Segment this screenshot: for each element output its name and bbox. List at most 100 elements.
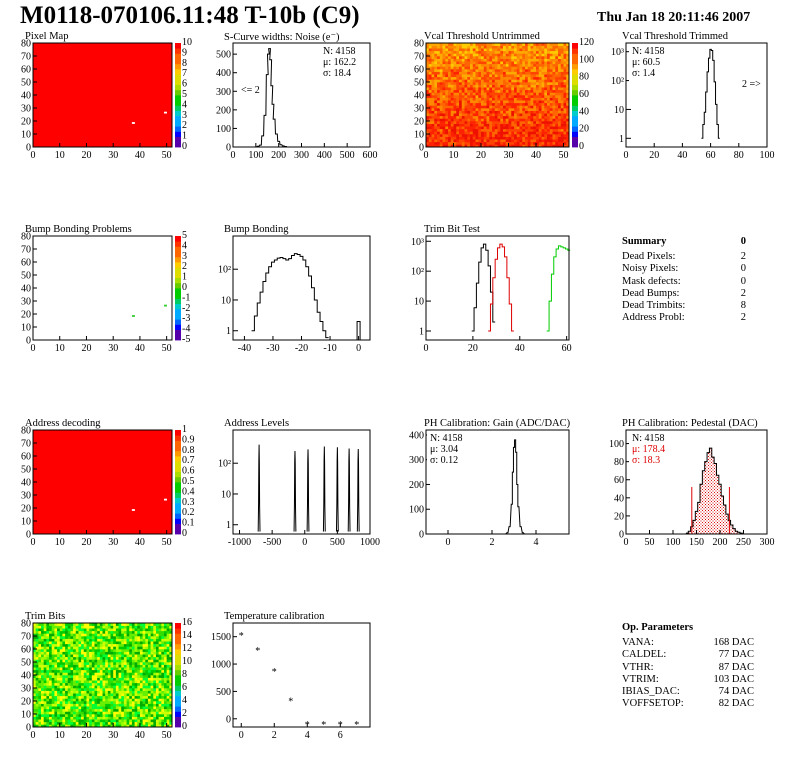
heatmap-cell: [158, 638, 162, 642]
heatmap-cell: [110, 630, 114, 634]
heatmap-cell: [86, 701, 90, 704]
heatmap-cell: [527, 115, 531, 119]
heatmap-cell: [492, 113, 496, 117]
heatmap-cell: [86, 675, 90, 678]
heatmap-cell: [73, 669, 77, 673]
heatmap-cell: [97, 649, 101, 652]
trim-series: [546, 245, 571, 332]
heatmap-cell: [478, 84, 482, 88]
heatmap-cell: [525, 66, 529, 70]
heatmap-cell: [94, 724, 98, 728]
heatmap-cell: [486, 136, 490, 140]
heatmap-cell: [428, 82, 432, 85]
heatmap-cell: [81, 695, 85, 699]
heatmap-cell: [70, 724, 74, 728]
heatmap-cell: [514, 61, 518, 65]
heatmap-cell: [538, 136, 542, 140]
heatmap-cell: [57, 643, 61, 647]
heatmap-cell: [113, 654, 117, 658]
heatmap-cell: [547, 89, 551, 93]
heatmap-cell: [78, 693, 82, 697]
heatmap-cell: [508, 43, 512, 46]
heatmap-cell: [492, 92, 496, 96]
heatmap-cell: [519, 92, 523, 96]
heatmap-cell: [91, 706, 95, 710]
heatmap-cell: [118, 682, 122, 686]
heatmap-cell: [516, 115, 520, 119]
heatmap-cell: [97, 695, 101, 699]
heatmap-cell: [110, 646, 114, 650]
heatmap-cell: [51, 706, 55, 710]
heatmap-cell: [33, 714, 36, 717]
heatmap-cell: [470, 113, 474, 117]
y-tick-label: 10²: [218, 265, 231, 276]
heatmap-cell: [150, 667, 154, 671]
heatmap-cell: [113, 656, 117, 660]
heatmap-cell: [163, 716, 167, 720]
heatmap-cell: [89, 706, 93, 710]
heatmap-cell: [153, 675, 157, 678]
pedestal-bar: [735, 531, 738, 534]
x-tick-label: 0: [446, 537, 451, 548]
heatmap-cell: [503, 66, 507, 70]
heatmap-cell: [169, 708, 173, 712]
palette-label: -4: [182, 324, 190, 335]
heatmap-cell: [139, 675, 143, 678]
heatmap-cell: [155, 669, 159, 673]
heatmap-cell: [150, 633, 154, 637]
heatmap-cell: [97, 675, 101, 678]
heatmap-cell: [102, 662, 106, 665]
heatmap-cell: [437, 82, 441, 85]
heatmap-cell: [99, 651, 103, 655]
heatmap-cell: [147, 680, 151, 684]
heatmap-cell: [139, 659, 143, 663]
heatmap-cell: [89, 669, 93, 673]
heatmap-cell: [161, 693, 165, 697]
heatmap-cell: [145, 662, 149, 665]
heatmap-cell: [525, 141, 529, 145]
heatmap-cell: [456, 84, 460, 88]
heatmap-cell: [121, 698, 125, 702]
heatmap-cell: [563, 50, 567, 54]
heatmap-cell: [105, 630, 109, 634]
heatmap-cell: [94, 721, 98, 725]
y-tick-label: 70: [21, 439, 31, 450]
summary-label: Noisy Pixels:: [622, 263, 679, 275]
heatmap-cell: [538, 97, 542, 101]
heatmap-cell: [126, 680, 130, 684]
heatmap-cell: [142, 672, 146, 676]
heatmap-cell: [475, 87, 479, 91]
y-tick-label: 70: [21, 52, 31, 63]
heatmap-cell: [459, 105, 463, 109]
heatmap-cell: [153, 638, 157, 642]
heatmap-cell: [489, 76, 493, 80]
heatmap-cell: [536, 45, 540, 49]
heatmap-cell: [35, 688, 39, 691]
heatmap-cell: [508, 102, 512, 106]
heatmap-cell: [59, 698, 63, 702]
heatmap-cell: [134, 714, 138, 717]
heatmap-cell: [110, 716, 114, 720]
heatmap-cell: [481, 56, 485, 59]
heatmap-cell: [38, 680, 42, 684]
heatmap-cell: [73, 716, 77, 720]
heatmap-cell: [560, 118, 564, 122]
heatmap-cell: [75, 716, 79, 720]
heatmap-cell: [51, 698, 55, 702]
heatmap-cell: [489, 69, 493, 72]
heatmap-cell: [67, 659, 71, 663]
heatmap-cell: [527, 69, 531, 72]
heatmap-cell: [516, 43, 520, 46]
palette-cell: [175, 277, 181, 284]
heatmap-cell: [155, 680, 159, 684]
heatmap-cell: [102, 630, 106, 634]
heatmap-cell: [134, 630, 138, 634]
heatmap-cell: [494, 134, 498, 137]
heatmap-cell: [456, 66, 460, 70]
heatmap-cell: [525, 92, 529, 96]
heatmap-cell: [150, 719, 154, 723]
heatmap-cell: [41, 641, 44, 645]
heatmap-cell: [142, 654, 146, 658]
heatmap-cells: [33, 430, 172, 534]
heatmap-cell: [505, 113, 509, 117]
